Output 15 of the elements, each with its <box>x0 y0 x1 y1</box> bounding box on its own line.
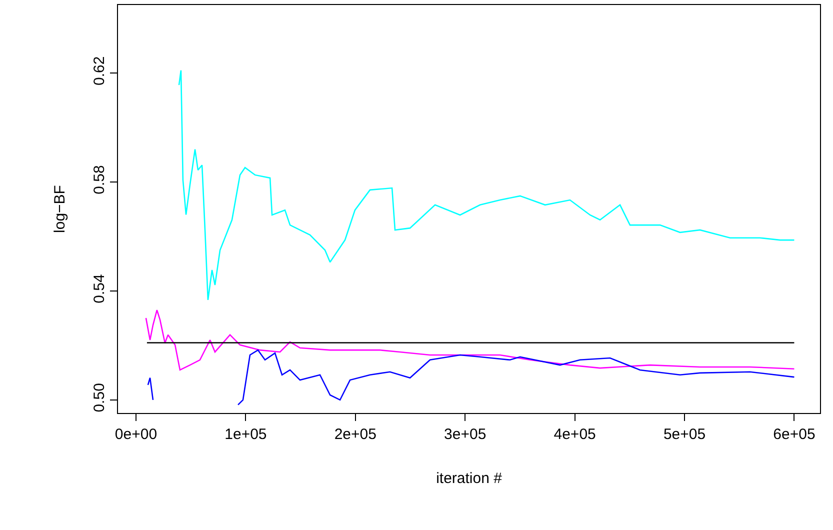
x-tick-label: 3e+05 <box>444 426 486 443</box>
x-tick-label: 1e+05 <box>224 426 267 443</box>
y-axis-title: log−BF <box>51 185 68 233</box>
y-tick-label: 0.50 <box>91 383 108 412</box>
y-tick-label: 0.54 <box>91 274 108 304</box>
x-tick-label: 0e+00 <box>114 426 158 443</box>
y-tick-label: 0.62 <box>91 56 108 86</box>
line-series <box>145 309 795 371</box>
x-tick-label: 5e+05 <box>663 426 706 443</box>
x-tick-label: 6e+05 <box>773 426 816 443</box>
line-series <box>178 70 795 301</box>
x-axis-title: iteration # <box>436 470 503 487</box>
x-tick-label: 2e+05 <box>334 426 376 443</box>
y-tick-label: 0.58 <box>91 165 108 194</box>
x-tick-label: 4e+05 <box>554 426 596 443</box>
